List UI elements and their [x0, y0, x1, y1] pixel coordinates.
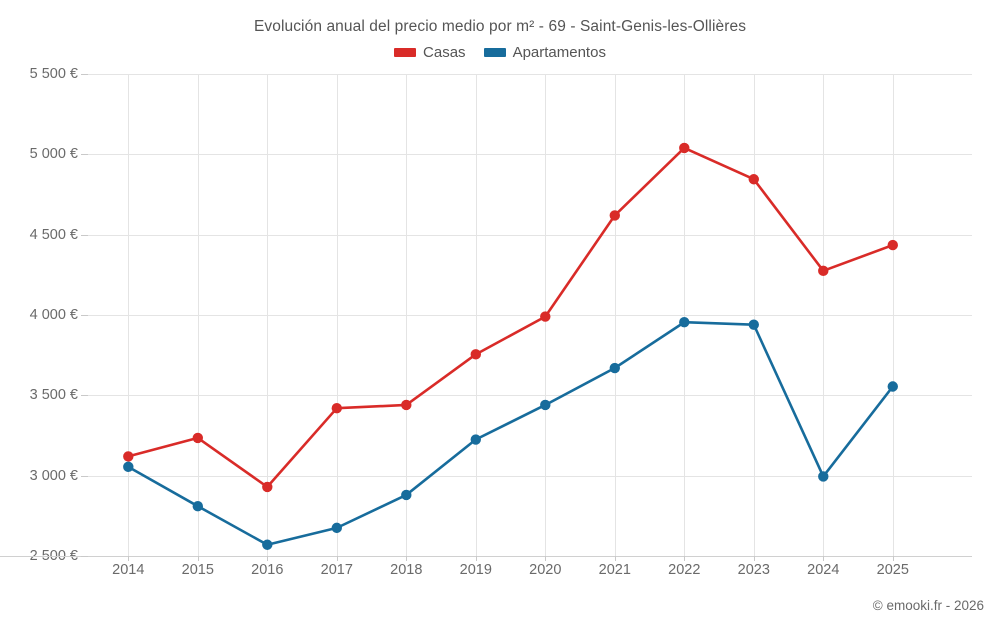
x-axis-tick-label: 2021	[598, 562, 631, 578]
data-point[interactable]	[470, 434, 481, 445]
x-axis-tick-label: 2024	[807, 562, 840, 578]
x-axis-tick-label: 2019	[459, 562, 492, 578]
data-point[interactable]	[818, 265, 829, 277]
data-point[interactable]	[679, 142, 690, 154]
data-point[interactable]	[262, 539, 273, 550]
data-point[interactable]	[123, 451, 134, 462]
data-point[interactable]	[887, 239, 898, 251]
data-point[interactable]	[331, 402, 342, 414]
x-axis-tick-label: 2025	[876, 562, 909, 578]
x-axis-tick-labels: 2014 2015 2016 2017 2018 2019 2020 2021 2022 2023…	[88, 562, 972, 588]
y-axis-tick-label: 4 000 €	[29, 307, 78, 323]
data-point[interactable]	[748, 174, 759, 185]
y-axis-tick-label: 4 500 €	[29, 226, 78, 243]
data-point[interactable]	[609, 210, 620, 221]
data-point[interactable]	[540, 311, 551, 322]
y-axis-tick-label: 5 500 €	[29, 66, 78, 82]
gridlines	[88, 74, 972, 557]
series-line-apartamentos	[127, 320, 895, 547]
data-series	[123, 142, 898, 550]
data-point[interactable]	[887, 381, 898, 392]
data-point[interactable]	[540, 399, 551, 411]
x-axis-tick-label: 2020	[529, 562, 562, 578]
y-axis-tick-label: 3 000 €	[29, 467, 78, 484]
data-point[interactable]	[123, 461, 134, 473]
legend-swatch-casas	[394, 48, 417, 57]
y-axis-tick-label: 5 000 €	[29, 146, 78, 163]
data-point[interactable]	[262, 481, 273, 493]
plot-area	[0, 74, 972, 561]
x-axis-tick-label: 2018	[390, 562, 423, 578]
data-point[interactable]	[192, 500, 204, 512]
y-axis-tick-label: 3 500 €	[29, 387, 78, 404]
legend-label-apartamentos: Apartamentos	[512, 44, 606, 61]
data-point[interactable]	[748, 319, 759, 330]
x-axis-tick-label: 2022	[668, 562, 701, 578]
data-point[interactable]	[401, 399, 412, 411]
data-point[interactable]	[192, 432, 204, 444]
footer-credit: © emooki.fr - 2026	[872, 598, 984, 613]
chart-title: Evolución anual del precio medio por m² …	[253, 18, 747, 35]
data-point[interactable]	[401, 489, 412, 501]
plot-svg	[0, 74, 972, 561]
x-axis-tick-label: 2014	[112, 562, 145, 578]
axis-lines	[0, 74, 972, 561]
legend-swatch-apartamentos	[483, 48, 506, 57]
x-axis-tick-label: 2023	[737, 562, 770, 578]
legend-label-casas: Casas	[423, 44, 466, 61]
y-axis-tick-labels: 2 500 €3 000 €3 500 €4 000 €4 500 €5 000…	[0, 66, 78, 564]
chart-legend: Casas Apartamentos	[0, 44, 1000, 61]
data-point[interactable]	[818, 471, 829, 482]
legend-item-casas[interactable]: Casas	[394, 44, 466, 61]
data-point[interactable]	[470, 349, 481, 360]
data-point[interactable]	[679, 317, 690, 328]
data-point[interactable]	[609, 362, 620, 374]
data-point[interactable]	[331, 522, 342, 534]
x-axis-tick-label: 2017	[320, 562, 353, 578]
x-axis-tick-label: 2015	[181, 562, 214, 578]
x-axis-tick-label: 2016	[251, 562, 284, 578]
series-line-casas	[127, 146, 895, 489]
legend-item-apartamentos[interactable]: Apartamentos	[483, 44, 606, 61]
